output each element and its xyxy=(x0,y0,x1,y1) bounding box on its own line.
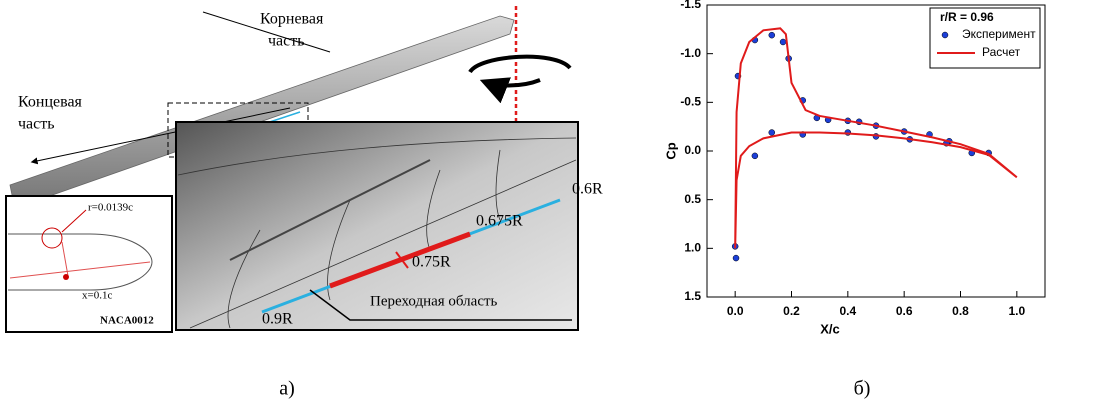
y-axis-label: Cp xyxy=(663,142,678,159)
x-tick-label: 0.6 xyxy=(896,304,913,318)
station-label: 0.9R xyxy=(262,311,293,328)
panel-a: Корневая часть Концевая часть 0.6R 0.675… xyxy=(6,6,603,400)
inset-radius: r=0.0139c xyxy=(88,202,133,214)
x-tick-label: 0.8 xyxy=(952,304,969,318)
x-tick-label: 1.0 xyxy=(1008,304,1025,318)
inset-airfoil: NACA0012 xyxy=(100,315,154,327)
legend-label: Расчет xyxy=(982,45,1021,59)
x-tick-label: 0.2 xyxy=(783,304,800,318)
caption: б) xyxy=(854,378,871,400)
y-tick-label: -1.0 xyxy=(680,46,701,60)
exp-point xyxy=(733,255,739,261)
exp-point xyxy=(769,130,775,136)
tip-label: часть xyxy=(18,116,55,133)
y-tick-label: 1.0 xyxy=(684,241,701,255)
figure: Корневая часть Концевая часть 0.6R 0.675… xyxy=(0,0,1096,409)
y-tick-label: 0.0 xyxy=(684,143,701,157)
inset-box xyxy=(6,196,172,332)
inset-position: x=0.1c xyxy=(82,290,112,302)
x-tick-label: 0.4 xyxy=(839,304,856,318)
y-tick-label: 1.5 xyxy=(684,289,701,303)
station-label: 0.6R xyxy=(572,181,603,198)
legend-label: Эксперимент xyxy=(962,27,1036,41)
exp-point xyxy=(769,32,775,38)
root-label: Корневая xyxy=(260,11,324,28)
exp-point xyxy=(752,153,758,159)
rotation-arrow xyxy=(470,57,570,86)
y-tick-label: -0.5 xyxy=(680,95,701,109)
station-label: 0.75R xyxy=(412,254,451,271)
y-tick-label: -1.5 xyxy=(680,0,701,11)
tip-label: Концевая xyxy=(18,94,83,111)
legend-swatch xyxy=(942,32,948,38)
x-axis-label: X/c xyxy=(820,321,840,336)
transition-label: Переходная область xyxy=(370,293,498,309)
station-label: 0.675R xyxy=(476,213,523,230)
caption: а) xyxy=(279,378,295,400)
x-tick-label: 0.0 xyxy=(727,304,744,318)
root-label: часть xyxy=(268,33,305,50)
y-tick-label: 0.5 xyxy=(684,192,701,206)
exp-point xyxy=(780,39,786,45)
legend-title: r/R = 0.96 xyxy=(940,10,994,24)
x-point xyxy=(63,274,69,280)
